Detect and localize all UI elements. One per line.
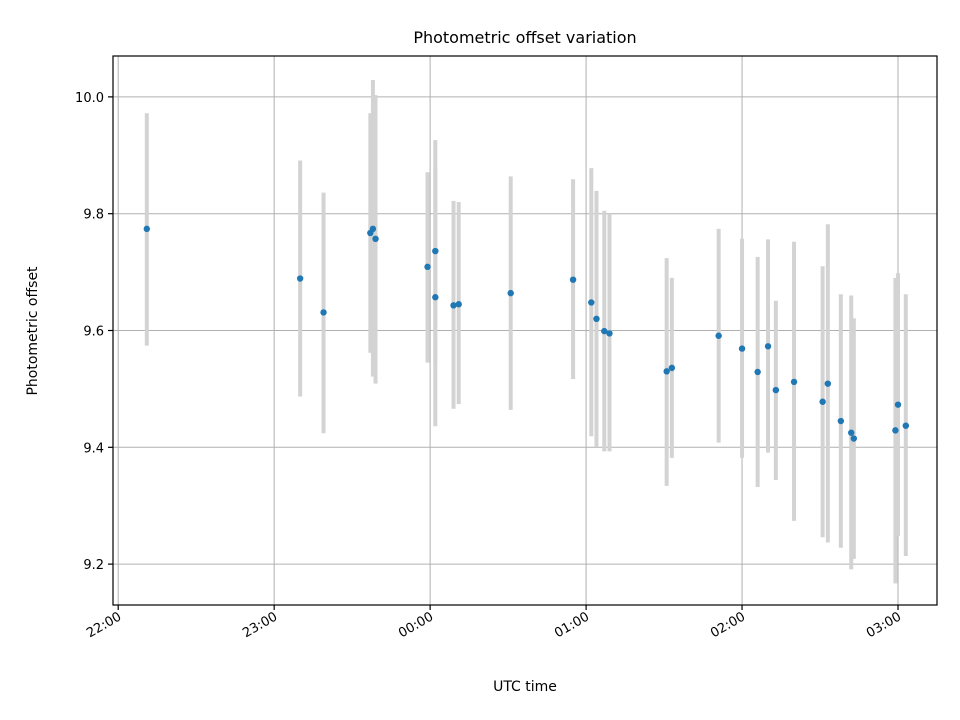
data-point [850, 435, 858, 442]
x-tick-label: 00:00 [396, 609, 436, 641]
x-axis-label: UTC time [493, 679, 557, 695]
data-point [432, 247, 439, 255]
data-point [369, 225, 377, 233]
data-point [593, 315, 600, 323]
data-point [569, 276, 577, 283]
data-point [790, 378, 798, 386]
y-tick-label: 9.6 [83, 325, 104, 340]
data-point [819, 398, 826, 405]
data-point [668, 364, 676, 372]
data-point [424, 263, 431, 271]
x-tick-label: 03:00 [864, 609, 904, 641]
data-point [143, 225, 150, 233]
x-tick-label: 01:00 [552, 609, 592, 641]
y-tick-label: 9.8 [83, 208, 104, 223]
data-point [588, 299, 595, 306]
data-point [894, 401, 902, 408]
data-point [754, 368, 761, 376]
x-tick-label: 22:00 [84, 609, 124, 641]
data-point [455, 301, 462, 308]
data-point [902, 422, 910, 429]
data-point [892, 427, 899, 434]
data-point [372, 235, 379, 243]
data-point [824, 380, 832, 387]
y-tick-label: 9.2 [83, 558, 104, 573]
data-point [432, 294, 439, 301]
data-point [848, 429, 855, 436]
data-point [320, 309, 327, 316]
data-point [601, 327, 608, 335]
data-point [837, 417, 845, 425]
chart-title: Photometric offset variation [413, 28, 636, 47]
data-point [296, 275, 304, 282]
data-point [772, 386, 780, 394]
grid [113, 56, 937, 605]
x-tick-label: 23:00 [240, 609, 280, 641]
data-point [663, 368, 670, 375]
data-point [507, 289, 514, 297]
y-tick-label: 9.4 [83, 441, 104, 456]
y-tick-label: 10.0 [75, 91, 104, 106]
y-axis-label: Photometric offset [25, 266, 41, 396]
data-points [143, 225, 910, 442]
x-tick-label: 02:00 [708, 609, 748, 641]
data-point [606, 330, 613, 337]
axis-ticks: 9.2 9.4 9.6 9.8 10.0 22:00 23:00 00:00 01:00 02:0… [75, 91, 904, 641]
error-bars [144, 79, 908, 584]
data-point [764, 343, 772, 350]
data-point [450, 302, 457, 309]
data-point [715, 332, 722, 339]
data-point [738, 345, 746, 352]
